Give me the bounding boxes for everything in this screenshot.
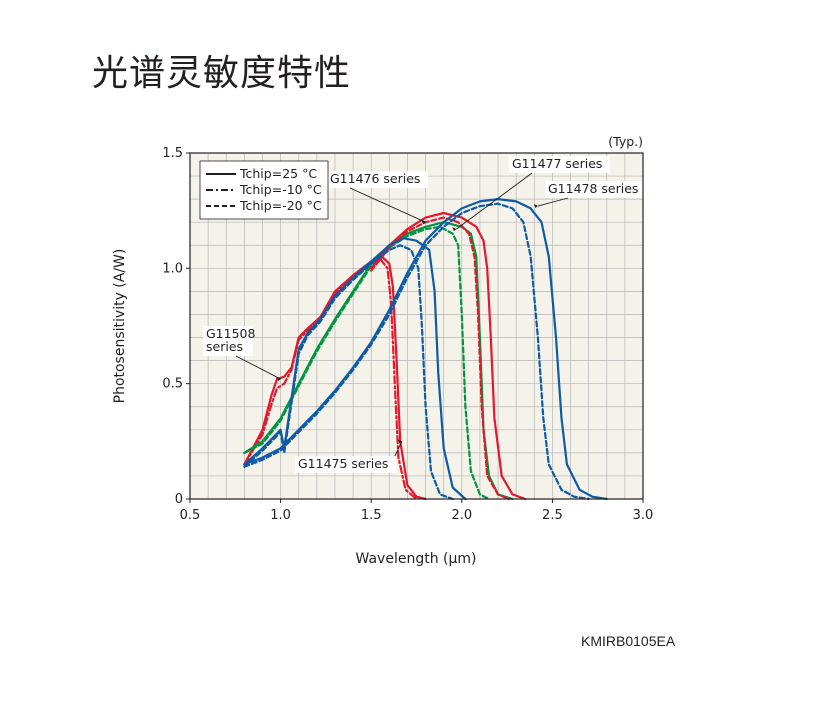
- annotation-leader: [235, 355, 281, 380]
- series-line-g11478-dashed: [243, 202, 590, 501]
- annotation-label: G11476 series: [330, 171, 420, 186]
- series-line-g11476-dashed: [243, 225, 491, 501]
- annotation-line: series: [206, 339, 243, 354]
- annotation-box: [203, 326, 253, 356]
- x-tick-label: 2.0: [451, 508, 472, 523]
- x-tick-label: 1.0: [270, 508, 291, 523]
- ticks: 0.5 1.0 1.5 2.0 2.5 3.000.51.01.5: [162, 146, 653, 523]
- series-line-g11478-solid: [243, 198, 608, 501]
- annotation-arrowhead: [533, 204, 538, 209]
- y-tick-label: 0: [175, 492, 183, 507]
- annotation-leader: [537, 197, 569, 207]
- x-axis-title: Wavelength (µm): [356, 551, 477, 567]
- annotation-3: G11477 series: [509, 156, 610, 173]
- annotation-label: G11477 series: [512, 156, 602, 171]
- series-line-g11477-dashed: [370, 216, 510, 501]
- annotation-label: G11508 series: [206, 326, 255, 354]
- annotation-leader: [349, 187, 426, 223]
- x-tick-label: 3.0: [633, 508, 654, 523]
- series-layer: [243, 198, 608, 501]
- x-tick-label: 0.5: [180, 508, 201, 523]
- annotation-box: [327, 171, 428, 188]
- x-tick-label: 2.5: [542, 508, 563, 523]
- legend-label: Tchip=-20 °C: [239, 198, 322, 213]
- annotation-line: G11475 series: [298, 456, 388, 471]
- annotation-leader: [394, 441, 403, 457]
- annotation-line: G11476 series: [330, 171, 420, 186]
- series-line-g11508-dashdot: [243, 258, 418, 501]
- page-title: 光谱灵敏度特性: [92, 53, 352, 94]
- y-axis-title: Photosensitivity (A/W): [112, 249, 128, 404]
- annotation-box: [295, 456, 396, 473]
- annotation-arrowhead: [421, 220, 426, 225]
- y-tick-label: 1.0: [162, 261, 183, 276]
- annotation-1: G11475 series: [295, 456, 396, 473]
- annotation-2: G11476 series: [327, 171, 428, 188]
- annotation-line: G11477 series: [512, 156, 602, 171]
- annotation-label: G11478 series: [548, 181, 638, 196]
- annotations: G11508 series G11475 series G11476 series G1…: [203, 156, 646, 473]
- annotation-line: G11508: [206, 326, 255, 341]
- annotation-arrowhead: [452, 227, 457, 232]
- plot-frame: [189, 152, 644, 500]
- annotation-0: G11508 series: [203, 326, 255, 356]
- annotation-line: G11478 series: [548, 181, 638, 196]
- annotation-box: [545, 181, 646, 198]
- y-tick-label: 1.5: [162, 146, 183, 161]
- annotation-box: [509, 156, 610, 173]
- annotation-label: G11475 series: [298, 456, 388, 471]
- figure-code: KMIRB0105EA: [581, 633, 676, 649]
- series-line-g11475-dashed: [243, 244, 454, 501]
- series-line-g11477-solid: [370, 211, 527, 501]
- x-tick-label: 1.5: [361, 508, 382, 523]
- annotation-arrowhead: [398, 439, 403, 444]
- annotation-4: G11478 series: [545, 181, 646, 198]
- legend-label: Tchip=25 °C: [239, 166, 317, 181]
- y-tick-label: 0.5: [162, 377, 183, 392]
- legend-label: Tchip=-10 °C: [239, 182, 322, 197]
- typ-note: (Typ.): [608, 134, 643, 149]
- annotation-leader: [456, 172, 533, 230]
- annotation-arrowhead: [276, 377, 281, 382]
